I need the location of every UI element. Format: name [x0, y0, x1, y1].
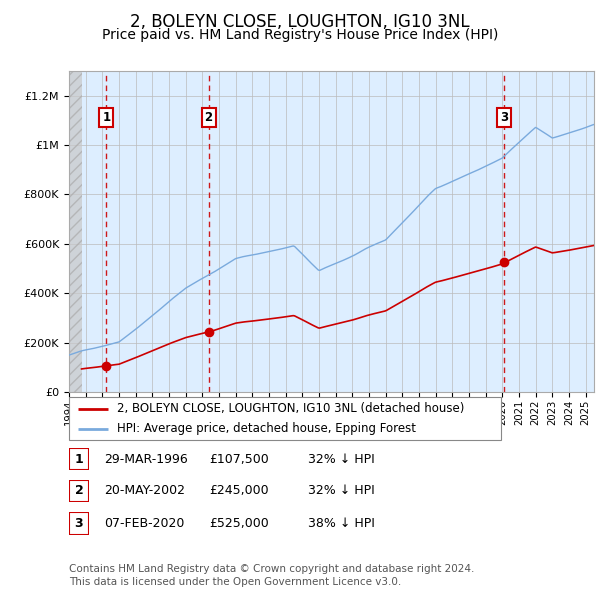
FancyBboxPatch shape — [69, 448, 89, 470]
Text: 2: 2 — [205, 111, 213, 124]
Text: £107,500: £107,500 — [209, 453, 269, 466]
Text: 3: 3 — [74, 517, 83, 530]
Text: 2, BOLEYN CLOSE, LOUGHTON, IG10 3NL (detached house): 2, BOLEYN CLOSE, LOUGHTON, IG10 3NL (det… — [116, 402, 464, 415]
Text: Price paid vs. HM Land Registry's House Price Index (HPI): Price paid vs. HM Land Registry's House … — [102, 28, 498, 42]
Text: Contains HM Land Registry data © Crown copyright and database right 2024.
This d: Contains HM Land Registry data © Crown c… — [69, 564, 475, 587]
Text: 1: 1 — [102, 111, 110, 124]
FancyBboxPatch shape — [69, 397, 501, 440]
Text: 20-MAY-2002: 20-MAY-2002 — [104, 484, 185, 497]
Text: 32% ↓ HPI: 32% ↓ HPI — [308, 453, 374, 466]
Text: 32% ↓ HPI: 32% ↓ HPI — [308, 484, 374, 497]
Text: 1: 1 — [74, 453, 83, 466]
Text: £525,000: £525,000 — [209, 517, 269, 530]
Text: 38% ↓ HPI: 38% ↓ HPI — [308, 517, 374, 530]
FancyBboxPatch shape — [69, 480, 89, 502]
Text: 29-MAR-1996: 29-MAR-1996 — [104, 453, 188, 466]
Text: 3: 3 — [500, 111, 508, 124]
Bar — [69, 71, 82, 392]
FancyBboxPatch shape — [69, 512, 89, 535]
Text: HPI: Average price, detached house, Epping Forest: HPI: Average price, detached house, Eppi… — [116, 422, 416, 435]
Text: 07-FEB-2020: 07-FEB-2020 — [104, 517, 184, 530]
Text: 2: 2 — [74, 484, 83, 497]
Text: 2, BOLEYN CLOSE, LOUGHTON, IG10 3NL: 2, BOLEYN CLOSE, LOUGHTON, IG10 3NL — [130, 13, 470, 31]
Text: £245,000: £245,000 — [209, 484, 268, 497]
